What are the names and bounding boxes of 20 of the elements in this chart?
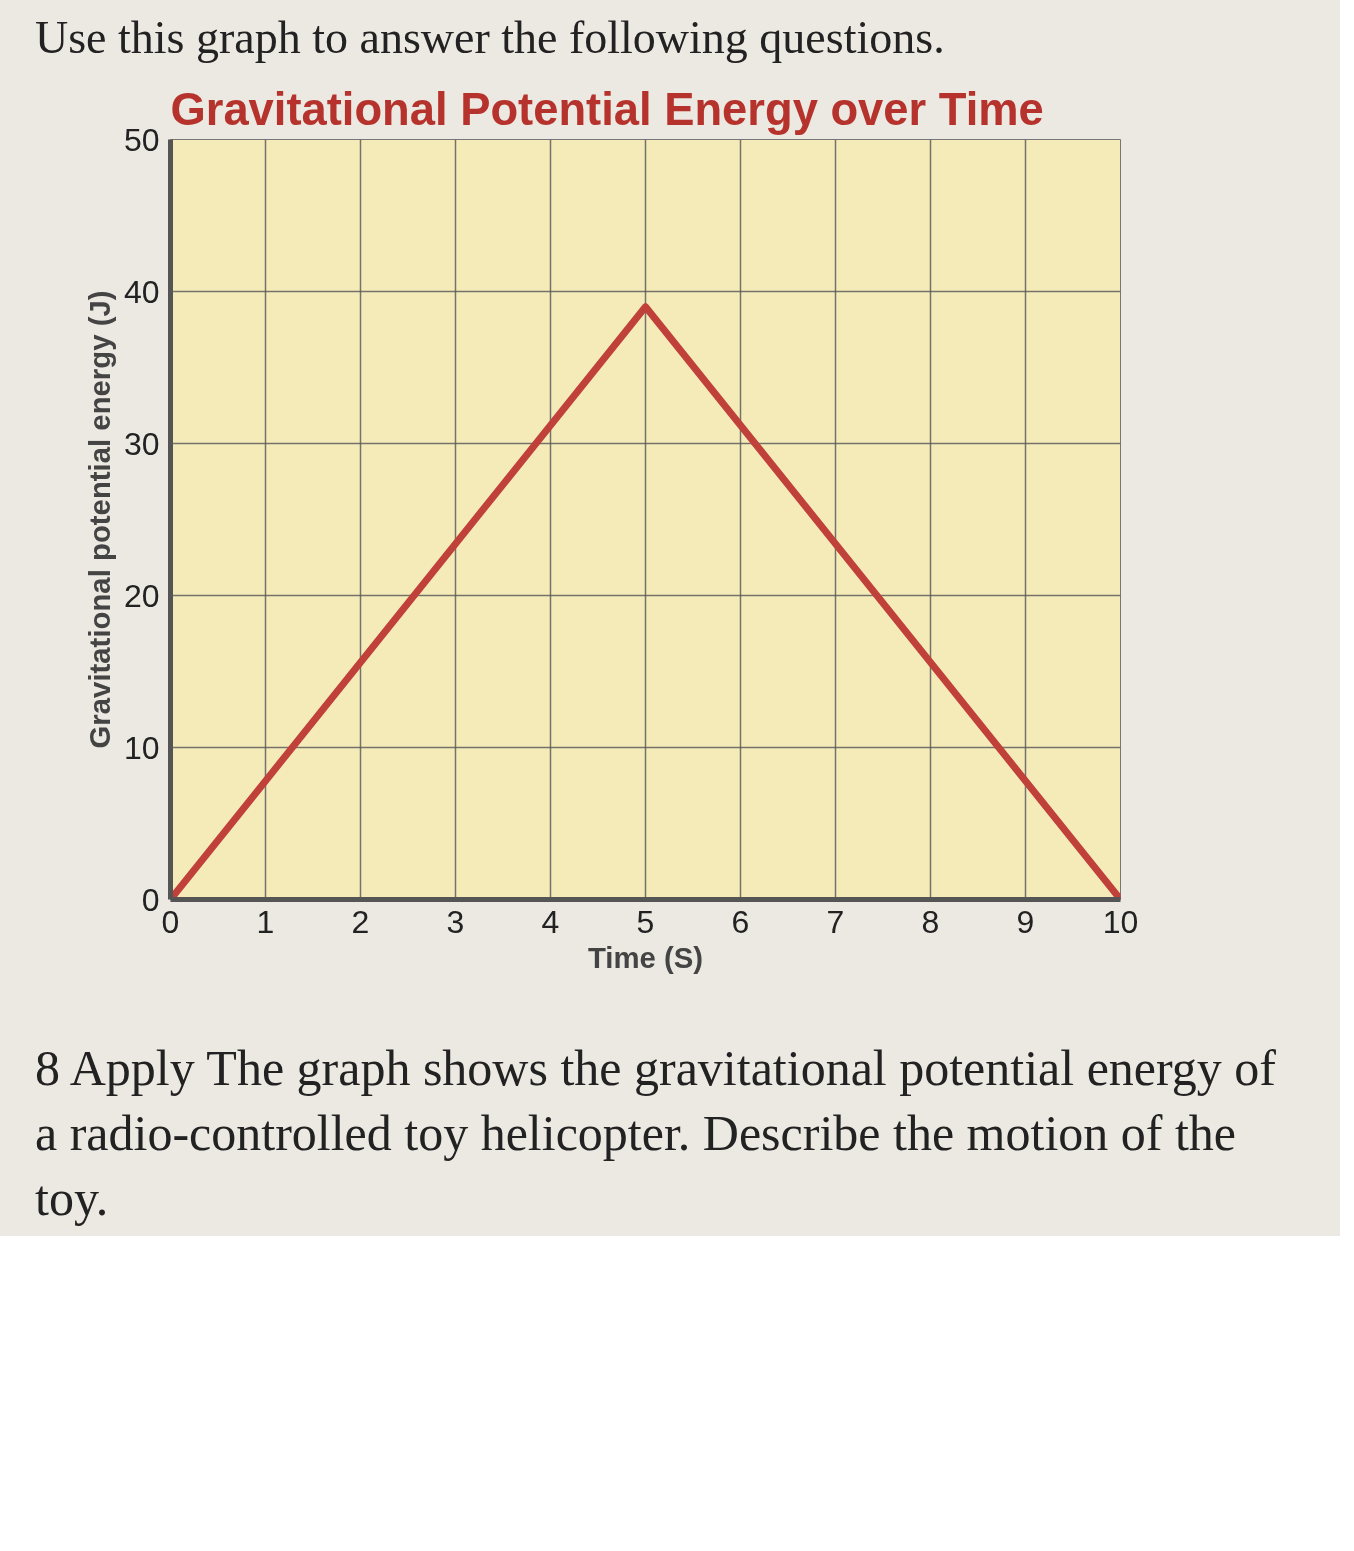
x-tick-label: 6 xyxy=(731,903,750,940)
x-axis-title: Time (S) xyxy=(587,940,704,974)
x-tick-label: 2 xyxy=(351,903,370,940)
chart-title: Gravitational Potential Energy over Time xyxy=(170,83,1044,135)
y-axis-title: Gravitational potential energy (J) xyxy=(82,290,116,749)
text: 8 Apply The graph shows the gravitational potential energy of a radio-controlled toy helicopter. Describe the motion of the toy. xyxy=(35,1038,1277,1228)
text: Use this graph to answer the following questions. xyxy=(35,11,945,65)
y-tick-label: 10 xyxy=(123,729,160,766)
x-tick-label: 3 xyxy=(446,903,465,940)
x-tick-label: 8 xyxy=(921,903,940,940)
x-tick-label: 10 xyxy=(1102,903,1139,940)
x-tick-label: 9 xyxy=(1016,903,1035,940)
x-tick-label: 1 xyxy=(256,903,275,940)
x-tick-label: 7 xyxy=(826,903,845,940)
y-tick-label: 20 xyxy=(123,577,160,614)
y-tick-label: 40 xyxy=(123,273,160,310)
y-tick-label: 50 xyxy=(123,121,160,158)
x-tick-label: 5 xyxy=(636,903,655,940)
y-tick-label: 30 xyxy=(123,425,160,462)
x-tick-label: 4 xyxy=(541,903,560,940)
